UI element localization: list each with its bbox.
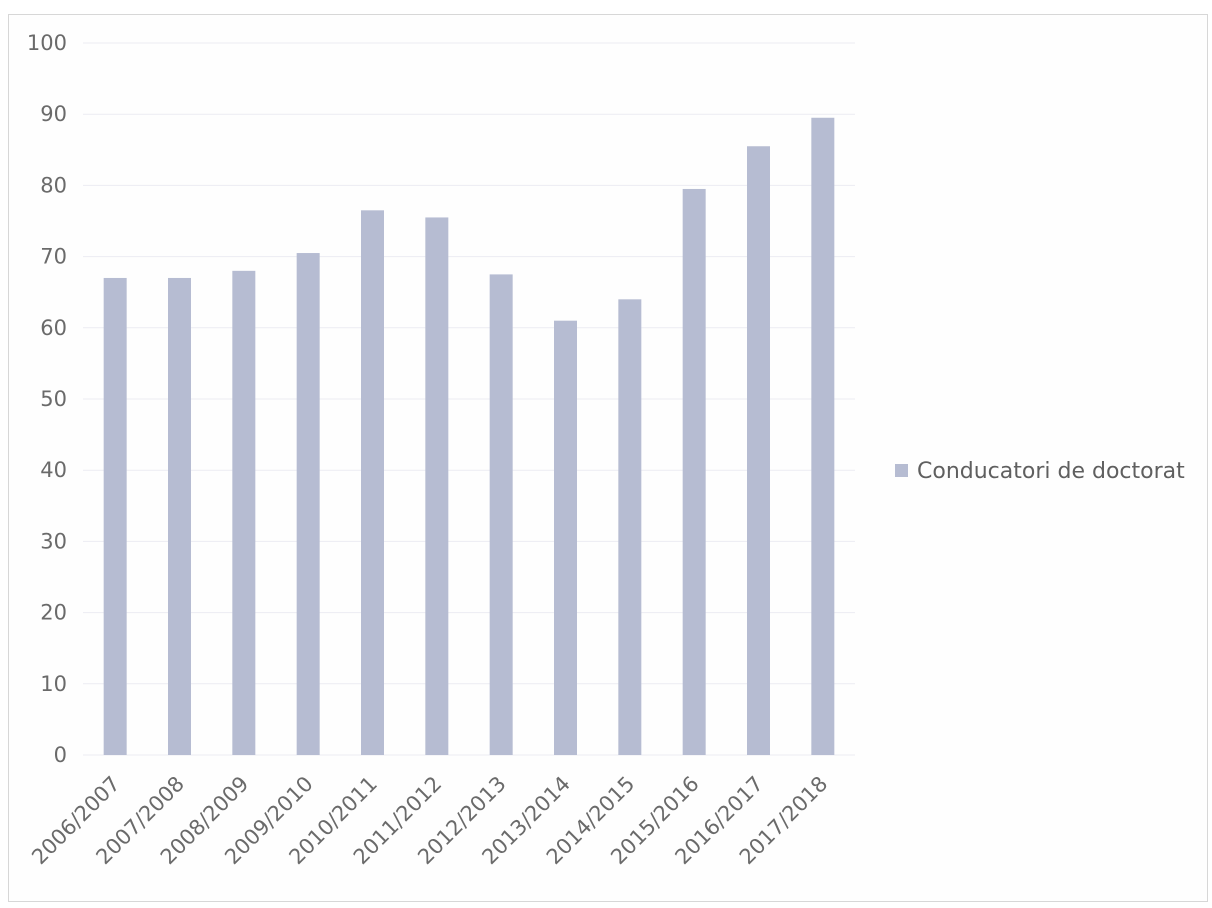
y-tick-label: 80 — [40, 173, 67, 197]
bar — [554, 320, 577, 755]
legend-label: Conducatori de doctorat — [917, 459, 1185, 484]
bar — [618, 299, 642, 755]
bar — [168, 277, 191, 755]
y-tick-label: 0 — [54, 743, 67, 767]
bar-chart: 0 10 20 30 40 50 60 70 80 90 100 2006/20072007/200… — [27, 31, 1185, 870]
bar — [489, 274, 513, 755]
gridlines — [83, 42, 855, 756]
bar — [103, 277, 127, 755]
y-tick-label: 90 — [40, 102, 67, 126]
bar — [296, 253, 320, 756]
y-tick-label: 60 — [40, 316, 67, 340]
y-tick-label: 20 — [40, 601, 67, 625]
y-tick-label: 100 — [27, 31, 67, 55]
chart-frame: 0 10 20 30 40 50 60 70 80 90 100 2006/2007 2007/200… — [8, 14, 1208, 902]
bar — [232, 270, 256, 755]
y-axis-ticks: 0 10 20 30 40 50 60 70 80 90 100 — [27, 31, 67, 767]
legend-swatch — [895, 464, 908, 477]
x-axis-ticks: 2006/20072007/20082008/20092009/20102010… — [27, 772, 832, 870]
y-tick-label: 10 — [40, 672, 67, 696]
bars — [103, 117, 835, 756]
bar — [682, 188, 706, 755]
bar — [747, 146, 770, 756]
bar — [361, 210, 384, 755]
y-tick-label: 40 — [40, 458, 67, 482]
legend: Conducatori de doctorat — [895, 459, 1185, 484]
y-tick-label: 50 — [40, 387, 67, 411]
bar — [425, 217, 449, 755]
bar — [811, 117, 835, 755]
y-tick-label: 30 — [40, 529, 67, 553]
y-tick-label: 70 — [40, 245, 67, 269]
